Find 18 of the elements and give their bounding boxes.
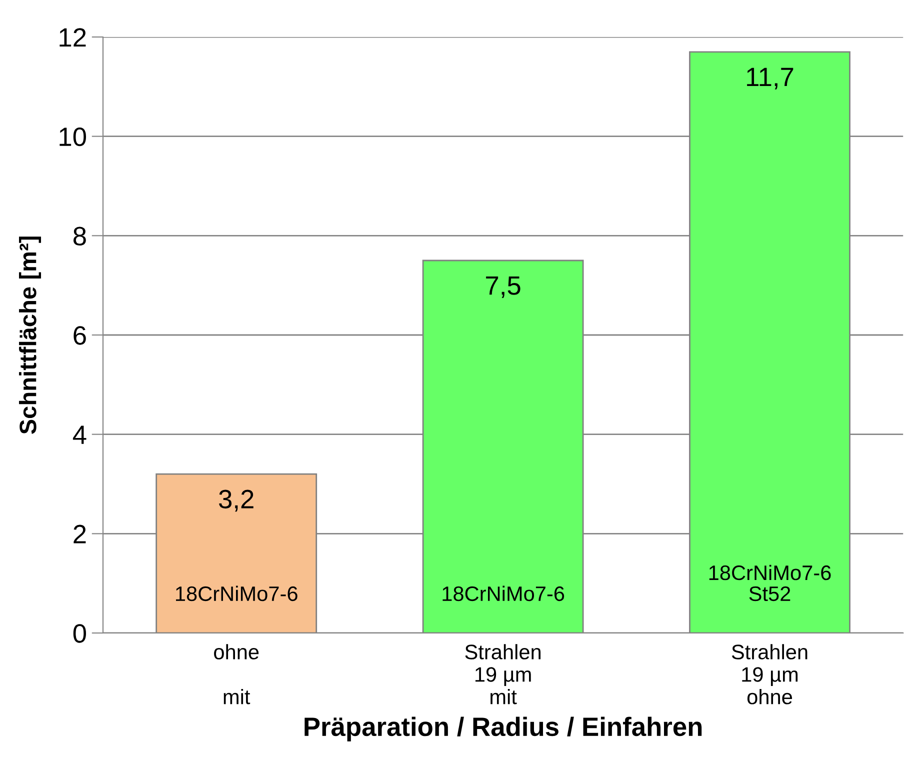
x-tick-label: Strahlen 19 µm mit: [465, 644, 540, 704]
y-tick-label: 10: [60, 127, 86, 146]
x-tick-label: Strahlen 19 µm ohne: [732, 644, 808, 704]
y-tick-label: 12: [60, 28, 86, 47]
annotation: 18CrNiMo7-6 St52: [709, 564, 831, 602]
data-label: 3,2: [219, 490, 254, 512]
data-label: 11,7: [747, 68, 794, 90]
data-label: 7,5: [486, 276, 520, 298]
y-axis-title: Schnittfläche [m²]: [19, 236, 42, 434]
y-tick-label: 6: [74, 326, 86, 345]
category-label: ohne mit: [214, 644, 259, 704]
y-tick-label: 4: [72, 426, 86, 444]
annotation: 18CrNiMo7-6: [442, 586, 564, 602]
x-axis-title: Präparation / Radius / Einfahren: [304, 716, 702, 742]
y-tick-label: 2: [74, 524, 86, 544]
y-tick-label: 8: [74, 226, 86, 246]
annotation: 18CrNiMo7-6: [176, 586, 298, 602]
y-tick-label: 0: [73, 624, 86, 643]
